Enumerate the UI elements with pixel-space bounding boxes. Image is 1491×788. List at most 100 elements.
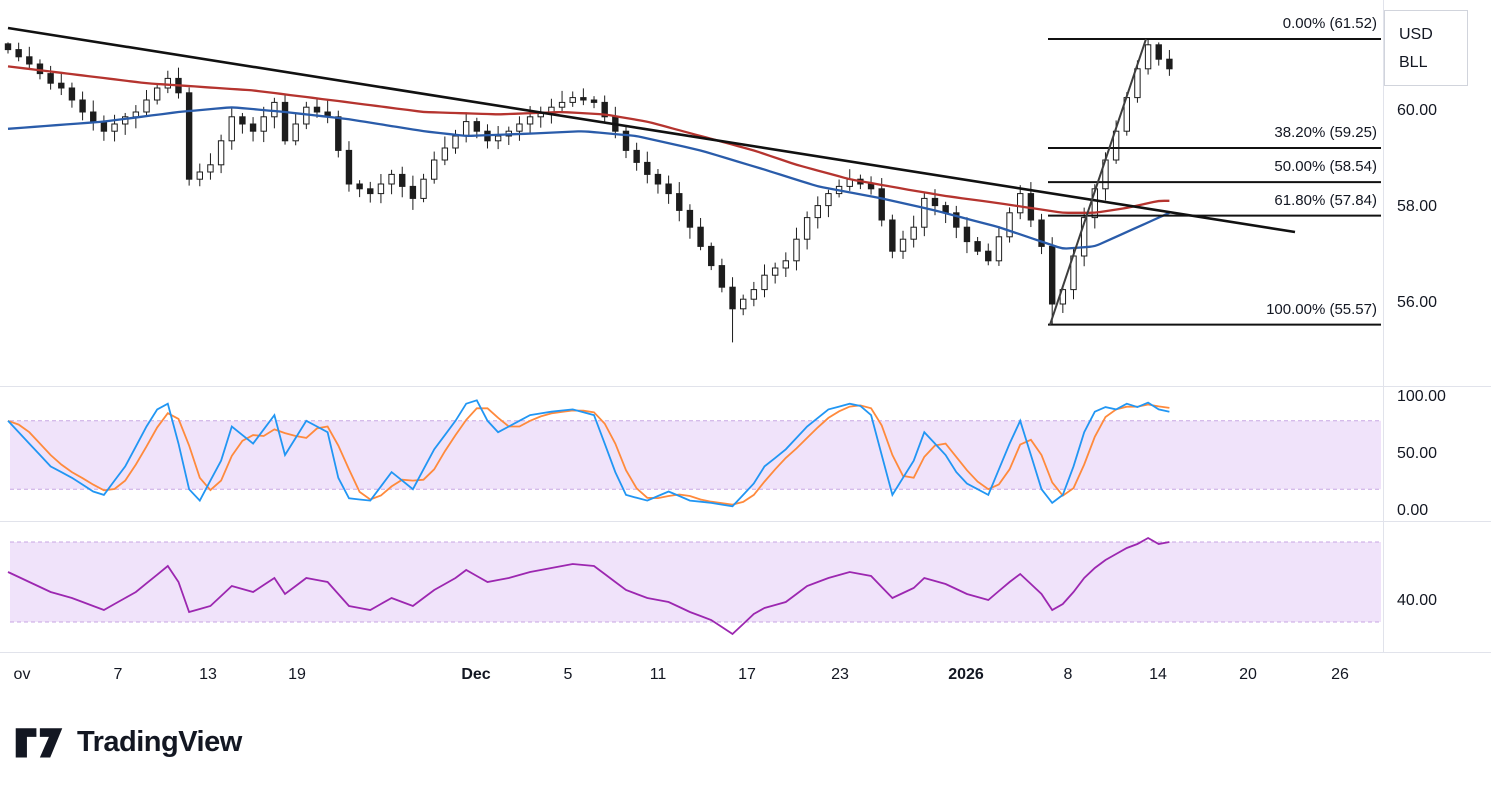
candle-body: [729, 286, 736, 310]
candle-body: [1134, 68, 1141, 99]
unit-label: BLL: [1399, 54, 1428, 71]
candle-body: [239, 116, 246, 125]
candle-body: [4, 43, 12, 51]
brand-name[interactable]: TradingView: [77, 725, 242, 758]
candle-body: [196, 171, 203, 180]
price-axis-unit-box: USD BLL: [1384, 10, 1468, 86]
candle-body: [718, 265, 726, 288]
candle-body: [601, 101, 608, 118]
candle-body: [526, 116, 534, 125]
candle-body: [1155, 44, 1162, 60]
candle-body: [164, 77, 172, 89]
fib-trend-ray[interactable]: [1049, 38, 1147, 325]
candle-body: [313, 106, 321, 113]
candle-body: [644, 161, 651, 175]
candle-body: [68, 87, 76, 101]
candle-body: [249, 123, 257, 132]
candle-body: [79, 99, 86, 113]
candle-body: [878, 188, 885, 221]
candle-body: [228, 116, 235, 142]
stochastic-panel[interactable]: [7, 399, 1381, 508]
candle-body: [1006, 212, 1013, 238]
rsi-line[interactable]: [7, 536, 1170, 636]
candle-body: [803, 217, 811, 240]
candle-body: [889, 219, 896, 252]
candle-body: [217, 140, 225, 166]
candle-body: [452, 135, 459, 149]
candle-body: [953, 212, 960, 228]
candle-body: [399, 173, 406, 187]
candle-body: [36, 63, 44, 75]
candle-body: [441, 147, 449, 161]
candle-body: [111, 123, 118, 132]
chart-canvas[interactable]: [0, 0, 1491, 710]
tradingview-logo-icon[interactable]: [14, 720, 64, 764]
candle-body: [622, 130, 630, 151]
price-axis[interactable]: [1383, 0, 1491, 652]
candle-body: [281, 101, 289, 142]
candle-body: [899, 238, 907, 252]
candle-body: [516, 123, 523, 132]
candle-body: [409, 185, 417, 199]
candle-body: [782, 260, 790, 269]
rsi-band: [10, 542, 1381, 622]
candle-body: [569, 97, 576, 103]
candle-body: [132, 111, 140, 118]
stoch-k-line[interactable]: [7, 399, 1170, 508]
candle-body: [207, 164, 214, 173]
candle-body: [633, 149, 640, 163]
rsi-panel[interactable]: [7, 536, 1381, 636]
candle-body: [292, 123, 299, 142]
candle-body: [1112, 130, 1120, 161]
descending-trendline[interactable]: [7, 26, 1296, 234]
candle-body: [665, 183, 672, 195]
candle-body: [793, 238, 800, 262]
ma-blue-line[interactable]: [7, 106, 1170, 250]
candle-body: [420, 178, 427, 199]
ma-red-line[interactable]: [7, 65, 1170, 214]
candle-body: [1144, 44, 1152, 70]
candle-body: [367, 188, 374, 195]
candle-body: [708, 245, 715, 267]
currency-label: USD: [1399, 26, 1433, 43]
candle-body: [676, 193, 683, 211]
candle-body: [931, 197, 939, 207]
candle-body: [750, 289, 758, 300]
candle-body: [1048, 245, 1056, 305]
stoch-band: [10, 420, 1381, 490]
candle-body: [985, 250, 992, 262]
candle-body: [260, 116, 267, 132]
candle-body: [388, 173, 395, 185]
candle-body: [761, 274, 768, 291]
candle-body: [271, 101, 278, 118]
candle-body: [963, 226, 971, 243]
candle-body: [15, 49, 22, 58]
candle-body: [335, 116, 342, 151]
candle-body: [580, 97, 587, 101]
candle-body: [814, 205, 821, 219]
candle-body: [356, 183, 363, 190]
candle-body: [122, 116, 129, 125]
candle-body: [462, 121, 470, 137]
candle-body: [90, 111, 97, 123]
candle-body: [47, 73, 54, 84]
candle-body: [921, 197, 928, 228]
candle-body: [995, 236, 1003, 262]
candle-body: [739, 298, 747, 310]
candle-body: [825, 193, 832, 207]
candle-body: [654, 173, 662, 185]
candle-body: [1080, 217, 1088, 257]
candle-body: [377, 183, 385, 195]
candle-body: [1166, 58, 1173, 70]
candle-body: [100, 121, 108, 132]
candle-body: [26, 56, 33, 65]
candle-body: [867, 183, 875, 190]
candle-body: [473, 121, 481, 132]
stoch-d-line[interactable]: [7, 403, 1170, 506]
time-axis[interactable]: [0, 653, 1383, 700]
price-panel[interactable]: [4, 26, 1381, 343]
candle-body: [1017, 193, 1024, 214]
candle-body: [686, 209, 694, 228]
footer: TradingView: [14, 720, 242, 764]
